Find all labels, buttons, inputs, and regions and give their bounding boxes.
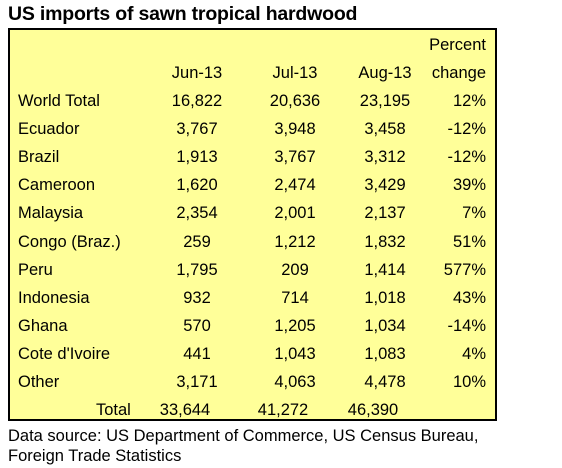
header-change: change (431, 64, 486, 82)
cell-cameroon-percent-change: 39% (452, 176, 486, 194)
cell-indonesia-jun-13: 932 (183, 289, 211, 307)
cell-other-percent-change: 10% (452, 373, 486, 391)
cell-brazil-jun-13: 1,913 (176, 148, 218, 166)
cell-malaysia-jun-13: 2,354 (176, 204, 218, 222)
cell-ecuador-aug-13: 3,458 (364, 120, 406, 138)
cell-peru-aug-13: 1,414 (364, 261, 406, 279)
cell-cote-d-ivoire-jul-13: 1,043 (274, 345, 316, 363)
source-line-2: Foreign Trade Statistics (8, 447, 182, 465)
data-source-note: Data source: US Department of Commerce, … (8, 426, 478, 466)
total-cell-jul-13: 41,272 (257, 401, 309, 419)
cell-malaysia-jul-13: 2,001 (274, 204, 316, 222)
cell-brazil-jul-13: 3,767 (274, 148, 316, 166)
row-label-ecuador: Ecuador (18, 120, 80, 138)
chart-title: US imports of sawn tropical hardwood (8, 3, 358, 25)
cell-world-total-jun-13: 16,822 (171, 92, 223, 110)
cell-ecuador-jun-13: 3,767 (176, 120, 218, 138)
total-label: Total (96, 401, 131, 419)
cell-indonesia-jul-13: 714 (281, 289, 309, 307)
cell-congo-braz-percent-change: 51% (452, 233, 486, 251)
row-label-peru: Peru (18, 261, 53, 279)
row-label-indonesia: Indonesia (18, 289, 90, 307)
total-cell-jun-13: 33,644 (159, 401, 211, 419)
cell-other-jul-13: 4,063 (274, 373, 316, 391)
column-header-jul-13: Jul-13 (272, 64, 318, 82)
cell-indonesia-aug-13: 1,018 (364, 289, 406, 307)
cell-ghana-jun-13: 570 (183, 317, 211, 335)
row-label-malaysia: Malaysia (18, 204, 84, 222)
cell-ghana-aug-13: 1,034 (364, 317, 406, 335)
row-label-cameroon: Cameroon (18, 176, 96, 194)
cell-brazil-aug-13: 3,312 (364, 148, 406, 166)
cell-cote-d-ivoire-jun-13: 441 (183, 345, 211, 363)
cell-ghana-percent-change: -14% (447, 317, 486, 335)
cell-peru-jun-13: 1,795 (176, 261, 218, 279)
row-label-cote-d-ivoire: Cote d'Ivoire (18, 345, 111, 363)
cell-peru-jul-13: 209 (281, 261, 309, 279)
row-label-brazil: Brazil (18, 148, 60, 166)
cell-other-aug-13: 4,478 (364, 373, 406, 391)
cell-indonesia-percent-change: 43% (452, 289, 486, 307)
total-cell-aug-13: 46,390 (347, 401, 399, 419)
row-label-ghana: Ghana (18, 317, 68, 335)
column-header-jun-13: Jun-13 (171, 64, 223, 82)
cell-congo-braz-jun-13: 259 (183, 233, 211, 251)
cell-cote-d-ivoire-aug-13: 1,083 (364, 345, 406, 363)
row-label-congo-braz: Congo (Braz.) (18, 233, 121, 251)
cell-world-total-percent-change: 12% (452, 92, 486, 110)
header-percent: Percent (429, 36, 486, 54)
cell-cameroon-jul-13: 2,474 (274, 176, 316, 194)
cell-congo-braz-jul-13: 1,212 (274, 233, 316, 251)
cell-congo-braz-aug-13: 1,832 (364, 233, 406, 251)
column-header-aug-13: Aug-13 (358, 64, 412, 82)
cell-cameroon-jun-13: 1,620 (176, 176, 218, 194)
cell-cote-d-ivoire-percent-change: 4% (462, 345, 486, 363)
cell-ecuador-jul-13: 3,948 (274, 120, 316, 138)
cell-world-total-jul-13: 20,636 (269, 92, 321, 110)
cell-ecuador-percent-change: -12% (447, 120, 486, 138)
cell-malaysia-aug-13: 2,137 (364, 204, 406, 222)
row-label-world-total: World Total (18, 92, 100, 110)
row-label-other: Other (18, 373, 60, 391)
cell-world-total-aug-13: 23,195 (359, 92, 411, 110)
cell-cameroon-aug-13: 3,429 (364, 176, 406, 194)
cell-other-jun-13: 3,171 (176, 373, 218, 391)
cell-peru-percent-change: 577% (443, 261, 486, 279)
cell-ghana-jul-13: 1,205 (274, 317, 316, 335)
cell-brazil-percent-change: -12% (447, 148, 486, 166)
data-table: Percent change Jun-13 Jul-13 Aug-13 World Tot… (8, 28, 497, 421)
source-line-1: Data source: US Department of Commerce, … (8, 427, 479, 445)
cell-malaysia-percent-change: 7% (462, 204, 486, 222)
